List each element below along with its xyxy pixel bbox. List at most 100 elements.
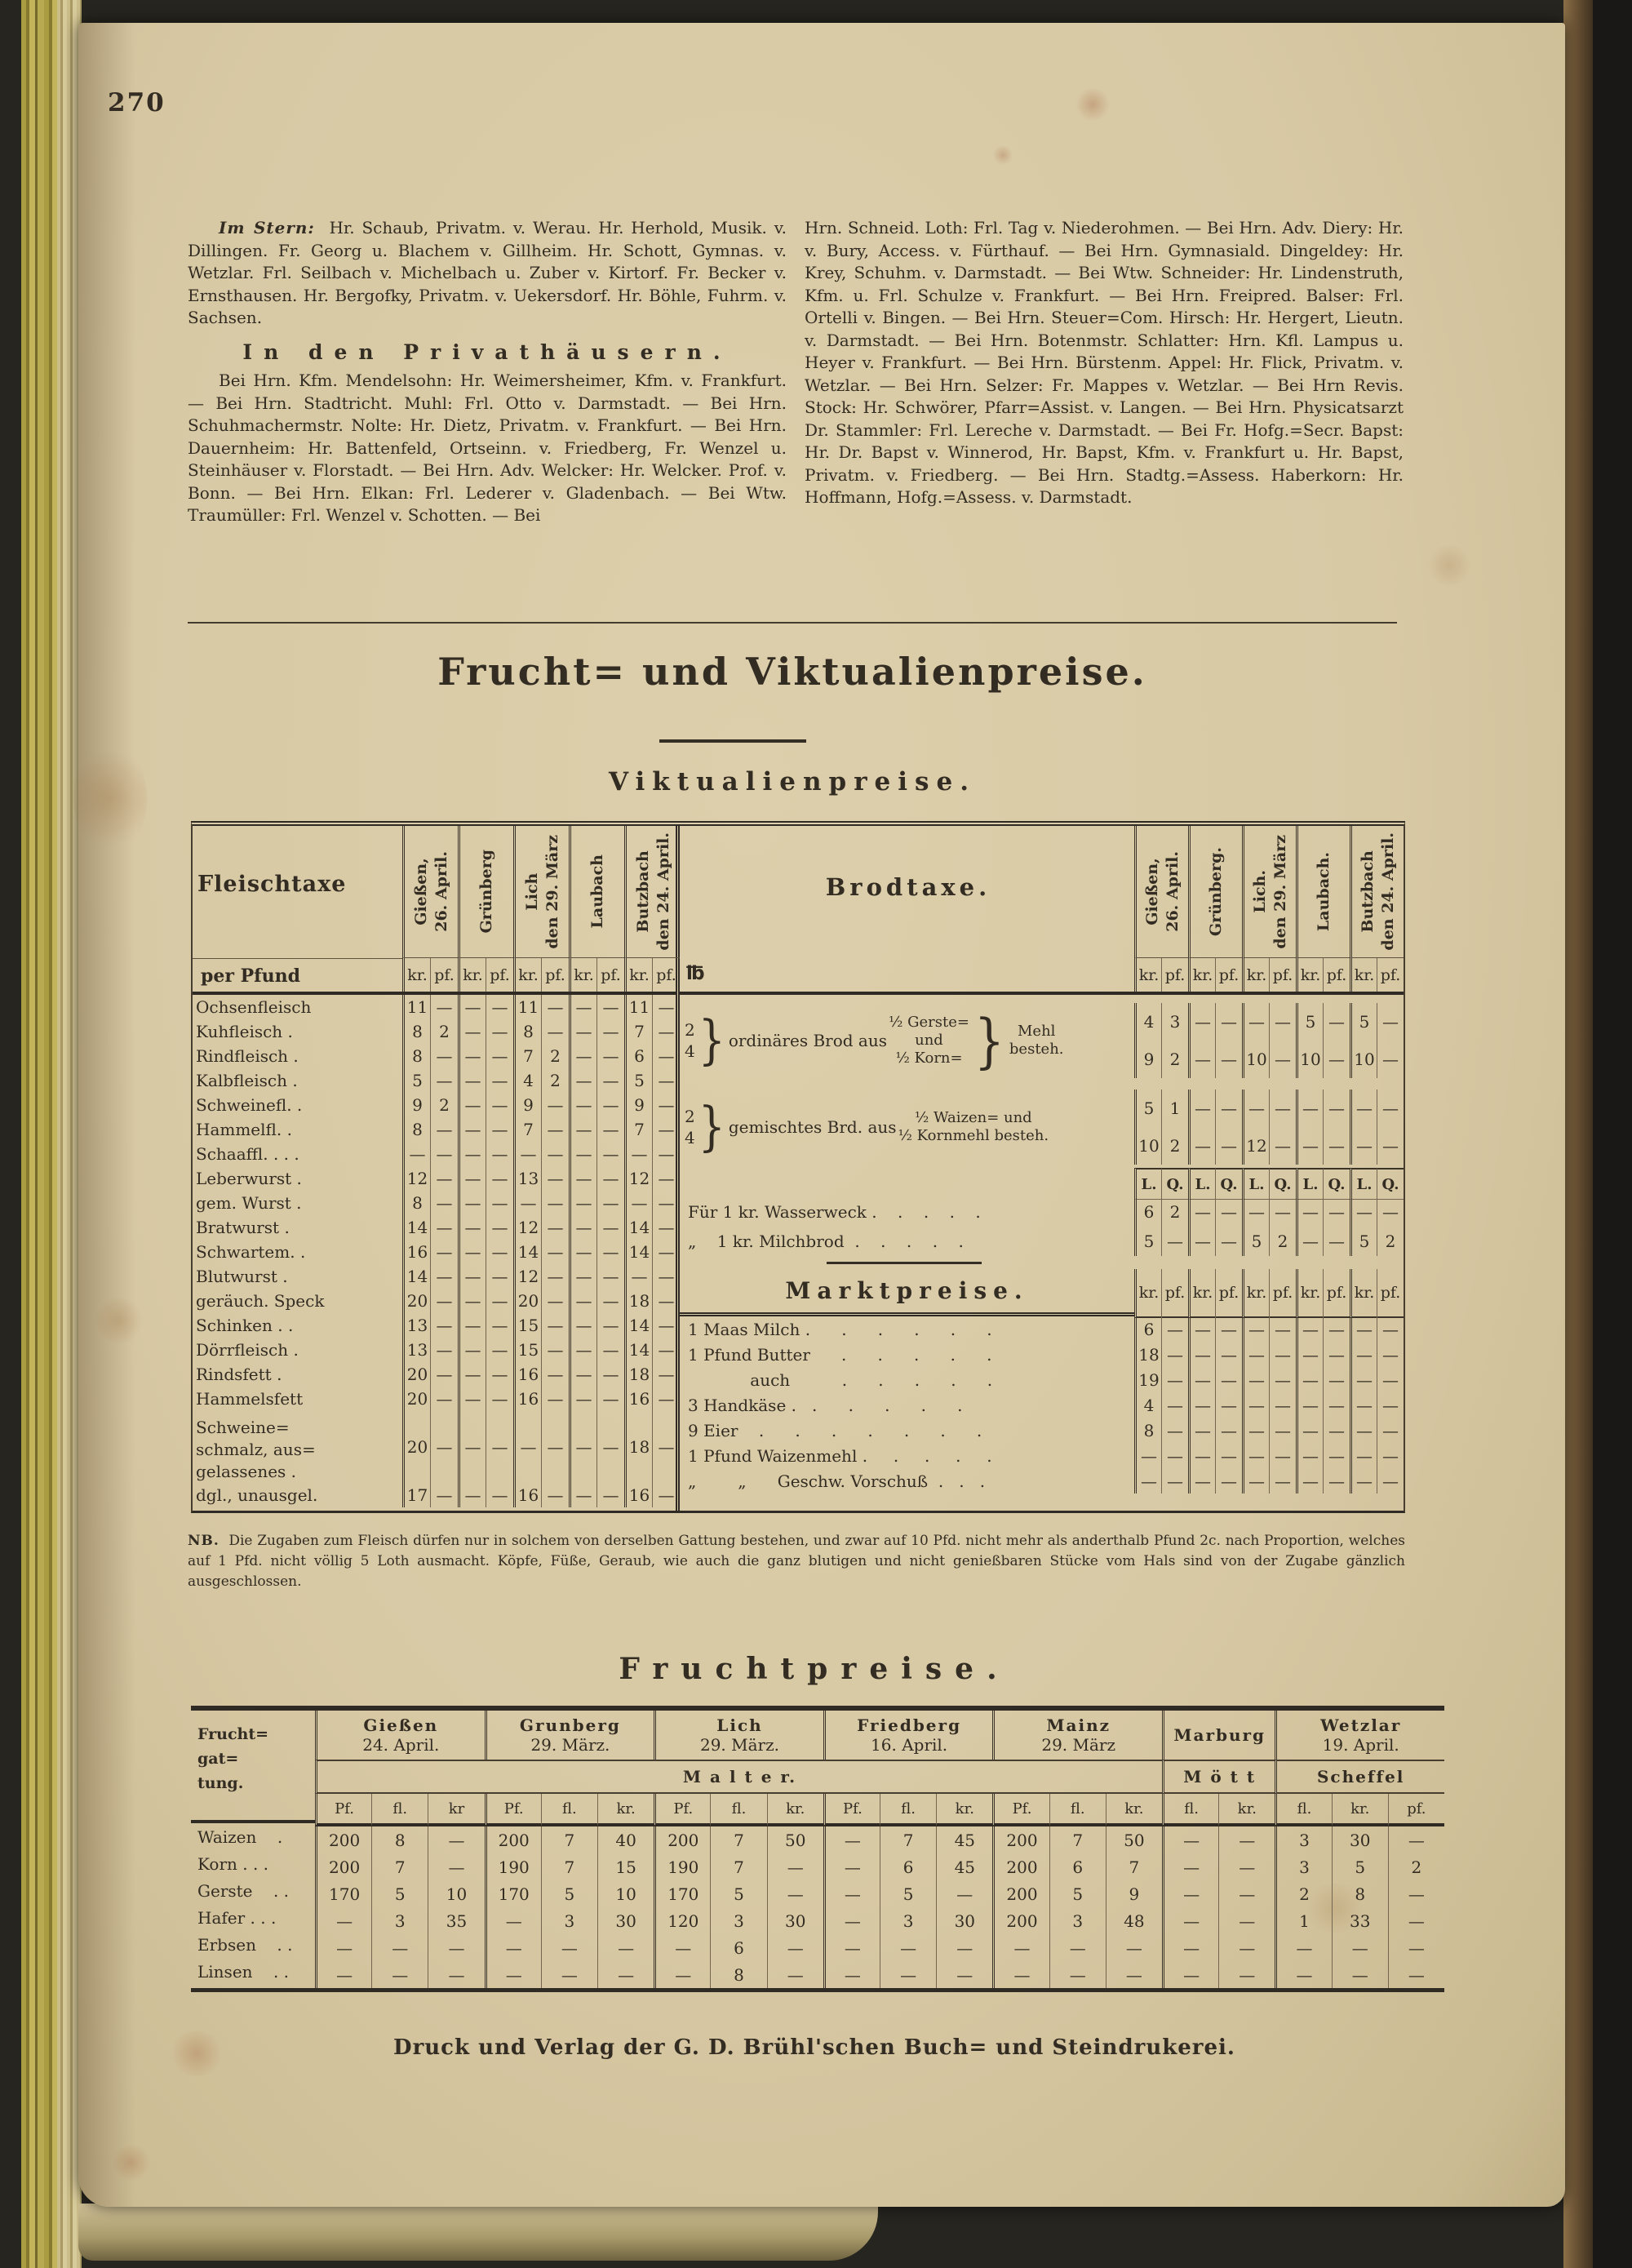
price-cell: — (1296, 1468, 1323, 1494)
price-cell: — (1188, 1367, 1215, 1392)
price-cell: 3 (1275, 1853, 1331, 1880)
price-cell: — (1377, 1197, 1404, 1227)
price-cell: — (1161, 1392, 1188, 1418)
row-label: Waizen . (197, 1826, 283, 1847)
price-cell: — (486, 1191, 513, 1215)
price-cell: — (569, 1313, 596, 1338)
subcolumn-header: kr. (1105, 1794, 1162, 1826)
weight-unit-cell: Q. (1161, 1168, 1188, 1200)
price-cell: 190 (654, 1853, 710, 1880)
price-cell: — (1323, 1090, 1350, 1127)
price-cell: — (1134, 1443, 1161, 1468)
price-cell: — (1215, 1041, 1242, 1078)
price-cell: — (1218, 1826, 1275, 1853)
brod-group-gemischt: 2 4 } gemischtes Brd. aus ½ Waizen= und … (680, 1086, 1404, 1168)
subcolumn-header: pf. (1269, 1269, 1296, 1318)
market-date: 19. April. (1322, 1735, 1399, 1755)
price-cell: — (486, 1289, 513, 1313)
subcolumn-header: kr. (1331, 1794, 1388, 1826)
group-label-text: ordinäres Brod aus (728, 1031, 887, 1050)
price-cell: — (1218, 1961, 1275, 1988)
price-cell: — (569, 1117, 596, 1142)
price-cell: — (428, 1934, 484, 1961)
column-header: Gießen, 26. April. (1134, 826, 1188, 958)
table-row: Kuhfleisch . 8 2— —8— — —7— (193, 1019, 676, 1044)
price-cell: — (1269, 1443, 1296, 1468)
price-cell: — (371, 1934, 428, 1961)
price-cell: — (1161, 1907, 1218, 1934)
weight-unit-cell: L. (1188, 1168, 1215, 1200)
subcolumn-header: kr. (596, 1794, 654, 1826)
price-cell: 170 (654, 1880, 710, 1907)
price-cell: — (936, 1880, 992, 1907)
subcolumn-header: kr. (1218, 1794, 1275, 1826)
weight-unit-cell: L. (1296, 1168, 1323, 1200)
price-cell: 5 (1350, 1227, 1377, 1256)
nb-lead: NB. (188, 1533, 220, 1549)
price-cell: — (1242, 1342, 1269, 1367)
row-label: 9 Eier . . . . . . . (688, 1420, 982, 1440)
price-cell: 10 (1296, 1041, 1323, 1078)
table-row: geräuch. Speck 20— — —20— — —18— (193, 1289, 676, 1313)
price-cell: — (1269, 1316, 1296, 1342)
row-label: Rindsfett . (196, 1365, 282, 1384)
column-header: Butzbach den 24. April. (624, 826, 680, 958)
foxing-spot (95, 1296, 144, 1345)
price-cell: 200 (992, 1853, 1049, 1880)
price-cell: — (652, 1044, 680, 1068)
price-cell: — (371, 1961, 428, 1988)
table-row: 200 7—190 7 15 190 7— —6 45 200 6 7— —3 5 2 (315, 1853, 1444, 1880)
price-cell: — (486, 1264, 513, 1289)
price-cell: — (1269, 1003, 1296, 1041)
price-cell: 7 (624, 1019, 652, 1044)
price-cell: 7 (1105, 1853, 1162, 1880)
column-header: Gießen 24. April. (315, 1711, 485, 1760)
row-label: Erbsen . . (197, 1934, 293, 1955)
price-cell: — (569, 1166, 596, 1191)
price-cell: — (430, 1044, 458, 1068)
price-cell: — (1269, 1418, 1296, 1443)
fruchtpreise-table: Frucht= gat= tung. Waizen . Korn . . . Ger… (191, 1706, 1444, 1992)
price-cell: — (823, 1907, 880, 1934)
row-label: Linsen . . (197, 1961, 290, 1982)
price-cell: 120 (654, 1907, 710, 1934)
price-cell: 5 (1134, 1090, 1161, 1127)
price-cell: — (430, 1338, 458, 1362)
price-cell: — (569, 1411, 596, 1483)
price-cell: — (458, 1142, 486, 1166)
price-cell: — (1161, 1468, 1188, 1494)
weight-unit-cell: L. (1134, 1168, 1161, 1200)
subcolumn-header: pf. (652, 958, 680, 992)
price-cell: — (652, 1313, 680, 1338)
column-header: Marburg (1161, 1711, 1275, 1760)
brodtaxe-subheader-row: ℔ kr. pf. kr. pf. kr. pf. kr. pf. kr. pf. (680, 958, 1404, 995)
price-cell: — (569, 1068, 596, 1093)
price-cell: 9 (624, 1093, 652, 1117)
price-cell: — (486, 1215, 513, 1240)
price-cell: 14 (402, 1264, 430, 1289)
subcolumn-header: Pf. (315, 1794, 372, 1826)
price-cell: 7 (540, 1826, 597, 1853)
price-cell: — (569, 995, 596, 1019)
price-cell: 6 (879, 1853, 936, 1880)
price-cell: — (652, 1191, 680, 1215)
price-cell: 3 (1049, 1907, 1106, 1934)
table-row: Blutwurst . 14— — —12— — — — — (193, 1264, 676, 1289)
price-cell: — (569, 1362, 596, 1387)
subcolumn-header: kr. (402, 958, 430, 992)
price-cell: — (596, 1934, 654, 1961)
brace-glyph: } (698, 1096, 725, 1158)
subcolumn-header: Pf. (992, 1794, 1049, 1826)
marktpreise-header-row: Marktpreise. kr. pf. kr. pf. kr. pf. kr. pf. kr.… (680, 1269, 1404, 1318)
row-label: 1 Maas Milch . . . . . . (688, 1319, 992, 1339)
table-row: „ „ Geschw. Vorschuß . . . — — — — — — — — — — (680, 1468, 1404, 1494)
price-cell: — (596, 1264, 624, 1289)
price-cell: 170 (315, 1880, 371, 1907)
price-cell: — (1188, 1197, 1215, 1227)
price-cell: — (596, 1338, 624, 1362)
price-cell: — (484, 1934, 541, 1961)
bottom-page-stack (78, 2204, 878, 2261)
price-cell: — (315, 1907, 371, 1934)
price-cell: — (652, 1093, 680, 1117)
price-cell: — (1188, 1418, 1215, 1443)
